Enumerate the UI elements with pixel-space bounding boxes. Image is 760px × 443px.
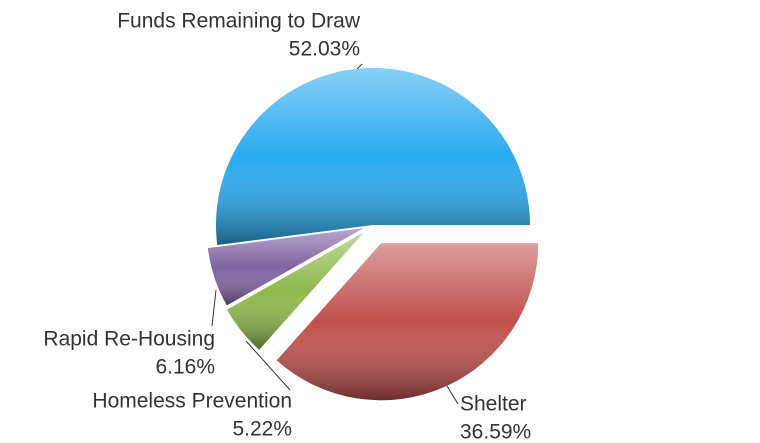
slice-shading bbox=[276, 243, 539, 401]
slice-shading bbox=[207, 228, 364, 306]
slice-shading bbox=[216, 68, 530, 245]
slice-label: Rapid Re-Housing bbox=[43, 328, 215, 351]
leader-line bbox=[356, 63, 363, 70]
value-label: 36.59% bbox=[460, 421, 531, 443]
value-label: 52.03% bbox=[289, 38, 360, 61]
slice-label: Homeless Prevention bbox=[92, 390, 292, 413]
slice-label: Funds Remaining to Draw bbox=[117, 10, 361, 33]
slice-shading bbox=[226, 232, 364, 350]
value-label: 5.22% bbox=[232, 418, 292, 441]
leader-line bbox=[211, 289, 217, 327]
slice-label: Shelter bbox=[460, 393, 527, 416]
leader-line bbox=[446, 385, 459, 405]
leader-line bbox=[245, 340, 291, 391]
value-label: 6.16% bbox=[155, 356, 215, 379]
